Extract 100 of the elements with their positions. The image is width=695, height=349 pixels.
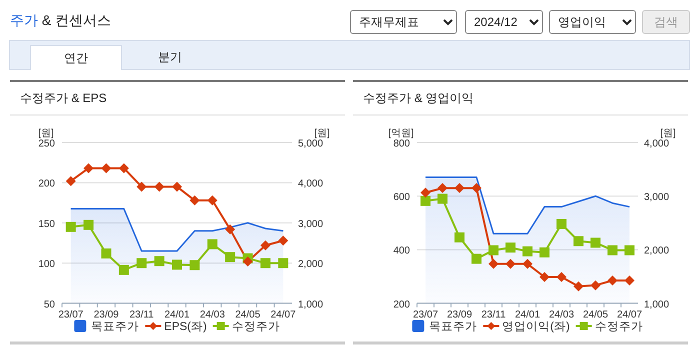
point [574,281,584,292]
legend-label: 영업이익(좌) [502,321,570,333]
legend-label: 목표주가 [429,321,478,333]
y2-tick-label: 2,000 [644,246,670,257]
point [190,260,200,270]
point [66,176,76,186]
x-tick-label: 24/03 [548,309,574,320]
point [207,195,218,206]
point [624,245,634,256]
y-tick-label: 400 [393,246,410,257]
point [278,236,288,246]
point [590,238,600,248]
point [190,195,200,206]
x-tick-label: 23/11 [481,309,506,320]
y-tick-label: 200 [393,299,410,310]
y2-axis-title: [원] [314,128,330,139]
point [438,183,448,194]
point [118,163,129,174]
point [136,258,147,268]
point [608,276,618,286]
y2-tick-label: 3,000 [644,192,670,204]
text: 검색 [642,10,690,34]
point [522,246,532,256]
x-tick-label: 24/07 [270,309,296,320]
y-tick-label: 50 [44,299,56,310]
point [608,245,618,256]
y-tick-label: 200 [38,178,56,190]
y2-tick-label: 3,000 [298,218,324,230]
x-tick-label: 24/01 [164,309,190,320]
point [540,247,550,258]
text: 연간 [30,45,122,70]
y2-axis-title: [원] [660,128,676,139]
point [66,222,76,232]
point [454,183,464,194]
point [506,258,516,269]
point [556,218,566,229]
point [84,220,94,230]
point [260,258,270,268]
x-tick-label: 24/05 [235,309,261,320]
legend-label: 수정주가 [232,321,280,333]
point [540,272,550,282]
y2-tick-label: 1,000 [644,299,670,310]
point [154,182,164,192]
point [172,260,182,270]
x-tick-label: 23/09 [94,309,120,320]
point [454,232,464,242]
point [488,258,498,269]
point [556,272,566,282]
y-tick-label: 600 [393,192,410,204]
point [242,256,253,266]
point [101,163,112,174]
y2-tick-label: 2,000 [298,259,324,270]
point [488,245,498,256]
y-tick-label: 800 [393,138,410,150]
point [136,182,147,192]
x-tick-label: 23/09 [446,309,472,320]
x-tick-label: 24/03 [200,309,226,320]
x-tick-label: 23/11 [129,309,154,320]
chart-title: 수정주가 & EPS [20,91,107,105]
point [420,196,430,206]
y-tick-label: 250 [38,138,56,150]
point [472,254,482,264]
point [101,248,112,258]
y-axis-title: [억원] [388,128,414,139]
point [278,258,288,268]
text: 2024/12 [465,10,543,34]
point [472,183,482,194]
point [225,252,236,262]
y2-tick-label: 4,000 [298,178,324,190]
y-tick-label: 100 [38,259,56,270]
point [84,163,94,174]
point [506,242,516,253]
text: 분기 [157,49,183,66]
x-tick-label: 24/05 [582,309,608,320]
chart-title: 수정주가 & 영업이익 [363,91,474,105]
point [225,224,236,234]
legend-label: 수정주가 [594,321,643,333]
text: 영업이익 [549,10,636,34]
x-tick-label: 24/07 [616,309,642,320]
point [420,188,430,198]
x-tick-label: 24/01 [514,309,540,320]
point [154,256,164,266]
text: 주가 & 컨센서스 [10,12,112,30]
y-tick-label: 150 [38,218,56,230]
point [624,276,634,286]
point [590,280,600,290]
point [522,258,532,269]
y2-tick-label: 1,000 [298,299,324,310]
x-tick-label: 23/07 [412,309,438,320]
y-axis-title: [원] [38,128,54,139]
legend-label: EPS(좌) [164,321,208,333]
point [207,239,218,250]
text: 주재무제표 [350,10,457,34]
point [438,194,448,204]
x-tick-label: 23/07 [58,309,84,320]
point [574,236,584,246]
y2-tick-label: 5,000 [298,138,324,150]
legend-label: 목표주가 [91,321,140,333]
y2-tick-label: 4,000 [644,138,670,150]
point [118,264,129,275]
